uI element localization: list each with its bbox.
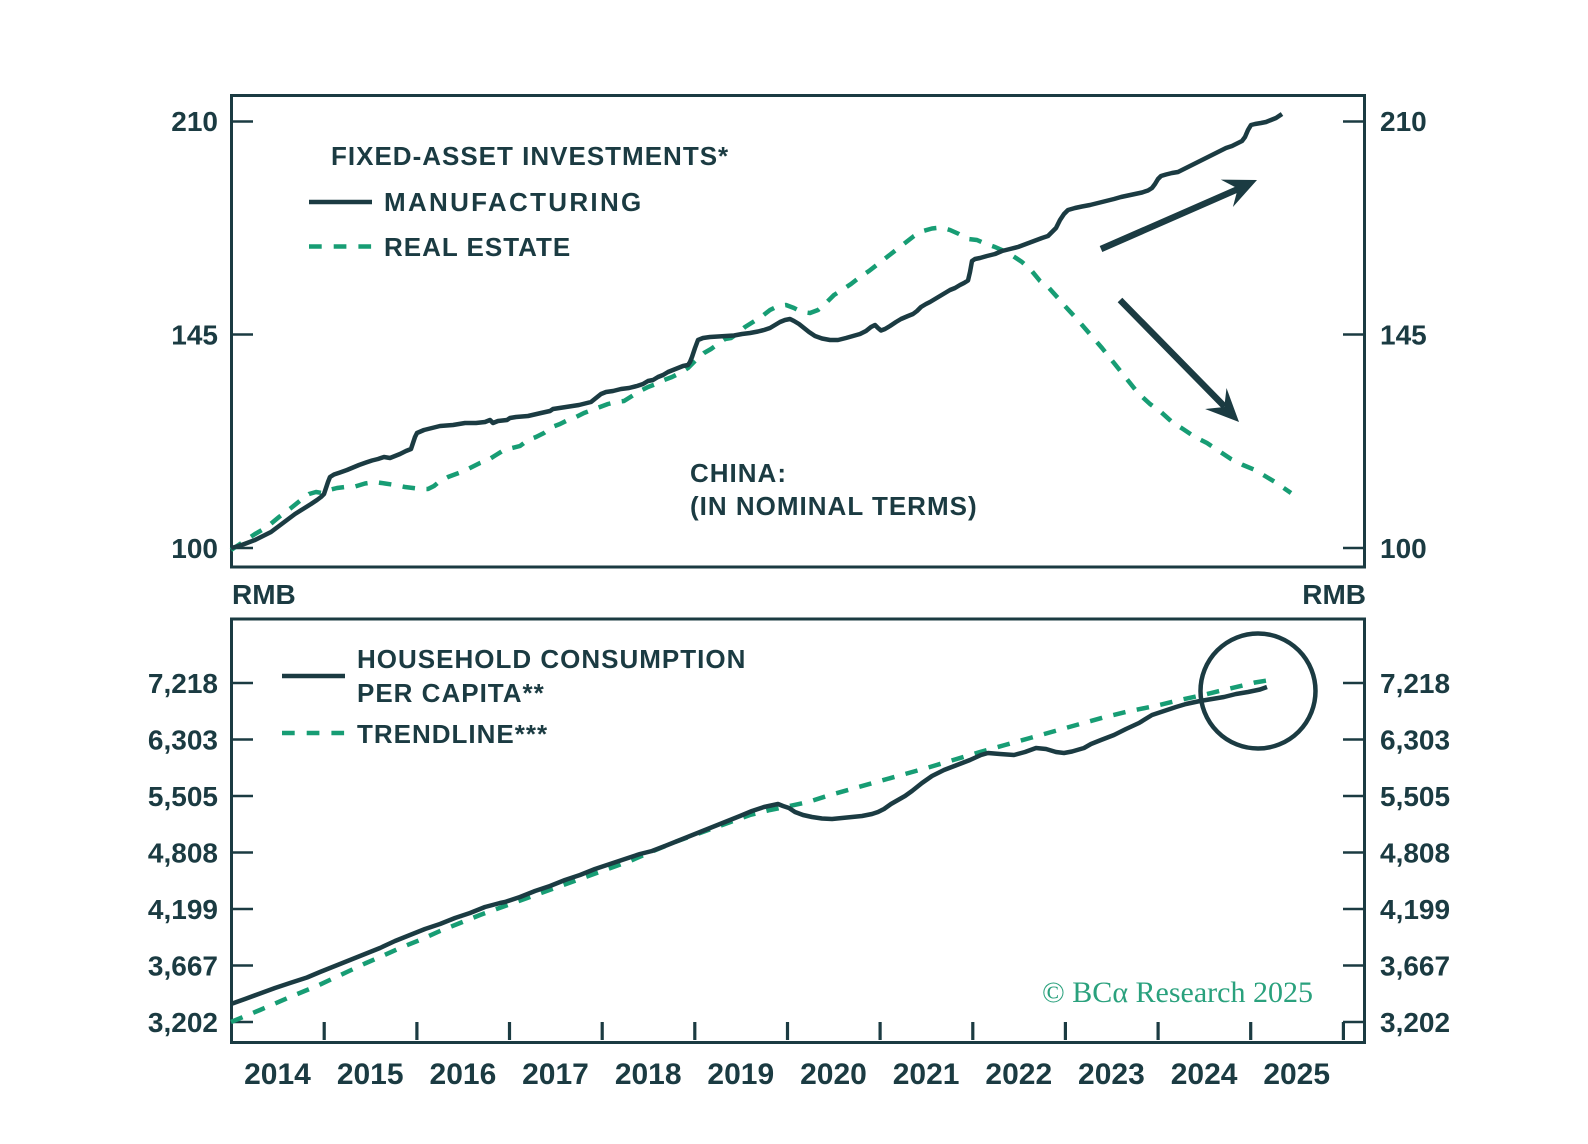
svg-text:2019: 2019 bbox=[707, 1058, 774, 1091]
svg-text:2022: 2022 bbox=[985, 1058, 1052, 1091]
svg-text:4,199: 4,199 bbox=[1380, 894, 1450, 925]
svg-text:© BCα Research 2025: © BCα Research 2025 bbox=[1042, 976, 1313, 1009]
svg-text:6,303: 6,303 bbox=[1380, 725, 1450, 756]
svg-text:TRENDLINE***: TRENDLINE*** bbox=[357, 719, 548, 749]
svg-text:4,199: 4,199 bbox=[148, 894, 218, 925]
svg-text:3,667: 3,667 bbox=[148, 951, 218, 982]
svg-text:3,202: 3,202 bbox=[148, 1007, 218, 1038]
svg-text:100: 100 bbox=[171, 533, 218, 564]
svg-text:2023: 2023 bbox=[1078, 1058, 1145, 1091]
svg-text:2018: 2018 bbox=[615, 1058, 682, 1091]
svg-text:7,218: 7,218 bbox=[148, 668, 218, 699]
svg-text:6,303: 6,303 bbox=[148, 725, 218, 756]
svg-text:RMB: RMB bbox=[232, 579, 296, 610]
svg-text:3,667: 3,667 bbox=[1380, 951, 1450, 982]
svg-text:2016: 2016 bbox=[430, 1058, 497, 1091]
svg-text:2021: 2021 bbox=[893, 1058, 960, 1091]
svg-text:2015: 2015 bbox=[337, 1058, 404, 1091]
svg-text:RMB: RMB bbox=[1302, 579, 1366, 610]
svg-text:5,505: 5,505 bbox=[1380, 781, 1450, 812]
svg-text:4,808: 4,808 bbox=[148, 838, 218, 869]
svg-text:FIXED-ASSET INVESTMENTS*: FIXED-ASSET INVESTMENTS* bbox=[331, 141, 729, 171]
svg-text:REAL ESTATE: REAL ESTATE bbox=[384, 232, 571, 262]
svg-text:145: 145 bbox=[1380, 320, 1427, 351]
svg-text:7,218: 7,218 bbox=[1380, 668, 1450, 699]
svg-text:CHINA:: CHINA: bbox=[690, 458, 787, 488]
svg-text:PER CAPITA**: PER CAPITA** bbox=[357, 678, 545, 708]
svg-text:2014: 2014 bbox=[244, 1058, 311, 1091]
svg-text:2025: 2025 bbox=[1263, 1058, 1330, 1091]
svg-text:4,808: 4,808 bbox=[1380, 838, 1450, 869]
svg-text:MANUFACTURING: MANUFACTURING bbox=[384, 187, 644, 217]
svg-text:HOUSEHOLD CONSUMPTION: HOUSEHOLD CONSUMPTION bbox=[357, 644, 746, 674]
svg-text:2024: 2024 bbox=[1171, 1058, 1238, 1091]
svg-text:5,505: 5,505 bbox=[148, 781, 218, 812]
svg-text:210: 210 bbox=[1380, 106, 1427, 137]
svg-text:2020: 2020 bbox=[800, 1058, 867, 1091]
svg-text:2017: 2017 bbox=[522, 1058, 589, 1091]
svg-text:100: 100 bbox=[1380, 533, 1427, 564]
svg-text:3,202: 3,202 bbox=[1380, 1007, 1450, 1038]
svg-text:(IN NOMINAL TERMS): (IN NOMINAL TERMS) bbox=[690, 491, 978, 521]
svg-text:145: 145 bbox=[171, 320, 218, 351]
svg-text:210: 210 bbox=[171, 106, 218, 137]
